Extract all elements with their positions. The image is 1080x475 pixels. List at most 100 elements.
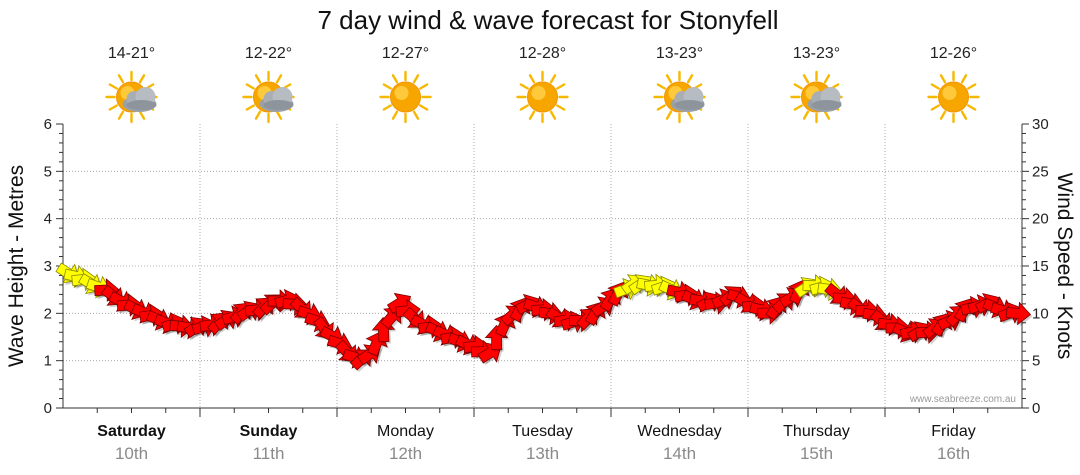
sun-icon <box>516 70 569 124</box>
temp-range: 12-26° <box>930 45 977 62</box>
temp-range: 12-28° <box>519 45 566 62</box>
sun-ray <box>549 74 557 84</box>
sun-ray <box>967 104 977 111</box>
tick-label-right: 20 <box>1032 211 1049 228</box>
sun-ray <box>960 74 968 84</box>
sun-ray <box>519 104 529 111</box>
tick-label-left: 5 <box>44 163 52 180</box>
sun-cloud-icon <box>242 70 295 124</box>
cloud <box>670 87 705 112</box>
day-label: Monday <box>377 423 434 440</box>
sun-ray <box>528 74 536 84</box>
tick-label-right: 5 <box>1032 353 1040 370</box>
sun-cloud-icon <box>105 70 158 124</box>
sun-ray <box>967 83 977 90</box>
sun-ray <box>939 74 947 84</box>
sun-ray <box>108 104 118 111</box>
sun-ray <box>549 110 557 120</box>
sun-ray <box>108 83 118 90</box>
sun-ray <box>686 110 694 120</box>
tick-label-left: 1 <box>44 353 52 370</box>
date-label: 14th <box>663 444 696 463</box>
y-axis-label-left: Wave Height - Metres <box>5 165 28 367</box>
day-label: Wednesday <box>637 423 721 440</box>
tick-label-left: 6 <box>44 116 52 133</box>
cloud <box>259 87 294 112</box>
sun-ray <box>245 104 255 111</box>
axes: 0 1 2 3 4 5 6 0 5 10 15 20 25 30 <box>44 116 1049 417</box>
sun-ray <box>665 110 673 120</box>
sun-ray <box>117 74 125 84</box>
grid-lines <box>63 124 1022 408</box>
day-label: Friday <box>931 423 975 440</box>
sun-highlight <box>394 86 409 100</box>
sun-icon <box>927 70 980 124</box>
date-label: 13th <box>526 444 559 463</box>
day-label: Thursday <box>783 423 850 440</box>
date-label: 10th <box>115 444 148 463</box>
chart-title: 7 day wind & wave forecast for Stonyfell <box>317 5 778 35</box>
sun-ray <box>138 74 146 84</box>
temp-range: 13-23° <box>656 45 703 62</box>
sun-ray <box>939 110 947 120</box>
sun-ray <box>245 83 255 90</box>
sun-ray <box>556 83 566 90</box>
sun-ray <box>793 83 803 90</box>
sun-ray <box>519 83 529 90</box>
tick-label-right: 0 <box>1032 400 1040 417</box>
day-label: Tuesday <box>512 423 573 440</box>
sun-ray <box>419 104 429 111</box>
temp-range: 12-22° <box>245 45 292 62</box>
sun-highlight <box>942 86 957 100</box>
plot-area <box>63 124 1022 408</box>
sun-ray <box>254 74 262 84</box>
sun-ray <box>686 74 694 84</box>
temp-range: 14-21° <box>108 45 155 62</box>
tick-label-right: 10 <box>1032 305 1049 322</box>
day-label: Saturday <box>97 423 166 440</box>
sun-ray <box>960 110 968 120</box>
sun-ray <box>656 83 666 90</box>
sun-ray <box>391 74 399 84</box>
sun-ray <box>528 110 536 120</box>
sun-ray <box>823 110 831 120</box>
temp-range: 12-27° <box>382 45 429 62</box>
sun-ray <box>419 83 429 90</box>
x-axis-labels: Saturday 10th Sunday 11th Monday 12th Tuesday 1… <box>97 423 975 463</box>
sun-icon <box>379 70 432 124</box>
wind-arrow <box>1005 301 1032 326</box>
date-label: 12th <box>389 444 422 463</box>
sun-ray <box>254 110 262 120</box>
cloud-shade <box>674 100 705 110</box>
sun-ray <box>412 74 420 84</box>
sun-cloud-icon <box>653 70 706 124</box>
tick-label-right: 15 <box>1032 258 1049 275</box>
date-label: 11th <box>253 444 285 463</box>
date-label: 15th <box>800 444 833 463</box>
sun-ray <box>823 74 831 84</box>
sun-ray <box>382 104 392 111</box>
sun-ray <box>382 83 392 90</box>
weather-row: 14-21° 12-22° 12-27° 12-28° 13-23° 13-23° 12-2… <box>105 45 980 124</box>
tick-label-left: 3 <box>44 258 52 275</box>
sun-ray <box>275 110 283 120</box>
tick-label-right: 25 <box>1032 163 1049 180</box>
date-label: 16th <box>937 444 970 463</box>
tick-label-left: 4 <box>44 211 52 228</box>
sun-highlight <box>531 86 546 100</box>
cloud-shade <box>126 100 157 110</box>
temp-range: 13-23° <box>793 45 840 62</box>
sun-cloud-icon <box>790 70 843 124</box>
sun-ray <box>138 110 146 120</box>
tick-label-left: 2 <box>44 305 52 322</box>
tick-label-right: 30 <box>1032 116 1049 133</box>
sun-ray <box>275 74 283 84</box>
cloud <box>807 87 842 112</box>
wind-series <box>55 262 1033 372</box>
sun-ray <box>117 110 125 120</box>
cloud-shade <box>811 100 842 110</box>
cloud <box>122 87 157 112</box>
tick-label-left: 0 <box>44 400 52 417</box>
y-axis-label-right: Wind Speed - Knots <box>1053 173 1076 360</box>
sun-ray <box>412 110 420 120</box>
